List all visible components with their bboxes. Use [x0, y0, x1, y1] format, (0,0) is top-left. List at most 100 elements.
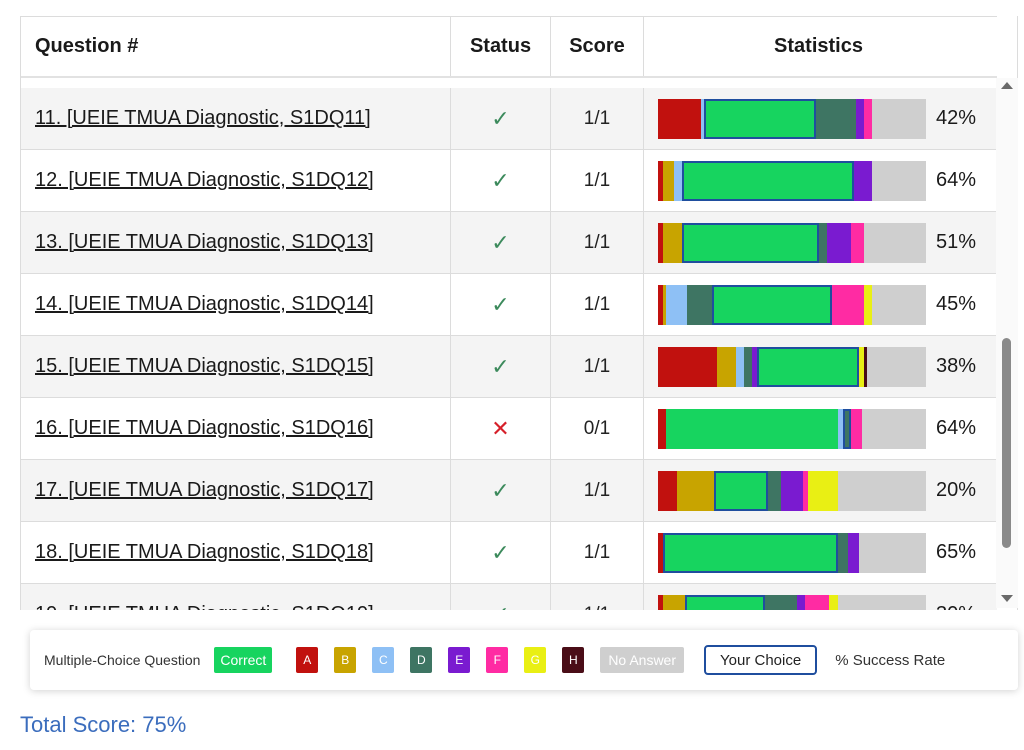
status-cell: ✕ — [451, 398, 551, 459]
segment-c — [666, 284, 688, 325]
segment-correct — [666, 408, 838, 449]
vertical-scrollbar[interactable] — [996, 78, 1018, 608]
segment-correct — [663, 532, 838, 573]
question-link[interactable]: 12. [UEIE TMUA Diagnostic, S1DQ12] — [35, 169, 374, 191]
success-rate: 30% — [936, 603, 976, 610]
segment-correct — [684, 594, 766, 610]
status-cell: ✓ — [451, 150, 551, 211]
status-cell: ✓ — [451, 522, 551, 583]
segment-d — [842, 408, 851, 449]
segment-e — [751, 346, 758, 387]
segment-correct — [757, 346, 859, 387]
segment-b — [716, 346, 736, 387]
question-link[interactable]: 11. [UEIE TMUA Diagnostic, S1DQ11] — [35, 107, 371, 129]
segment-a — [658, 594, 664, 610]
table-row: 12. [UEIE TMUA Diagnostic, S1DQ12] ✓ 1/1 64… — [21, 150, 997, 212]
question-link[interactable]: 19. [UEIE TMUA Diagnostic, S1DQ19] — [35, 603, 374, 610]
score-cell: 1/1 — [551, 584, 644, 610]
segment-a — [658, 346, 717, 387]
answer-distribution-bar — [658, 408, 926, 449]
answer-distribution-bar — [658, 594, 926, 610]
segment-correct — [682, 160, 854, 201]
scroll-up-arrow-icon[interactable] — [1001, 82, 1013, 89]
success-rate: 38% — [936, 355, 977, 377]
question-link[interactable]: 17. [UEIE TMUA Diagnostic, S1DQ17] — [35, 479, 374, 501]
score-cell: 1/1 — [551, 274, 644, 335]
segment-f — [850, 222, 865, 263]
legend-your-choice: Your Choice — [704, 645, 818, 675]
header-question: Question # — [21, 17, 451, 76]
segment-d — [765, 594, 798, 610]
segment-b — [663, 594, 685, 610]
answer-distribution-bar — [658, 532, 926, 573]
segment-d — [837, 532, 849, 573]
header-statistics: Statistics — [774, 35, 863, 57]
scroll-down-arrow-icon[interactable] — [1001, 595, 1013, 602]
question-cell: 11. [UEIE TMUA Diagnostic, S1DQ11] — [21, 88, 451, 149]
score-cell: 1/1 — [551, 336, 644, 397]
results-table: Question # Status Score Statistics 11. [… — [20, 16, 1018, 610]
segment-d — [767, 470, 782, 511]
segment-e — [797, 594, 806, 610]
table-body: 11. [UEIE TMUA Diagnostic, S1DQ11] ✓ 1/1 42… — [21, 88, 997, 610]
status-cell: ✓ — [451, 336, 551, 397]
answer-distribution-bar — [658, 346, 926, 387]
legend-chip-b: B — [334, 647, 357, 673]
legend-chip-a: A — [296, 647, 319, 673]
statistics-cell: 51% — [644, 212, 997, 273]
segment-e — [848, 532, 859, 573]
question-link[interactable]: 15. [UEIE TMUA Diagnostic, S1DQ15] — [35, 355, 374, 377]
cross-icon: ✕ — [491, 415, 510, 441]
segment-g — [829, 594, 838, 610]
segment-correct — [703, 98, 817, 139]
statistics-cell: 65% — [644, 522, 997, 583]
legend-no-answer-chip: No Answer — [600, 647, 685, 673]
segment-f — [832, 284, 865, 325]
question-cell: 14. [UEIE TMUA Diagnostic, S1DQ14] — [21, 274, 451, 335]
segment-e — [826, 222, 851, 263]
segment-g — [808, 470, 838, 511]
segment-c — [837, 408, 843, 449]
question-link[interactable]: 18. [UEIE TMUA Diagnostic, S1DQ18] — [35, 541, 374, 563]
segment-none — [866, 346, 926, 387]
answer-distribution-bar — [658, 470, 926, 511]
legend-chip-f: F — [486, 647, 509, 673]
status-cell: ✓ — [451, 274, 551, 335]
checkmark-icon: ✓ — [491, 105, 510, 131]
legend-title: Multiple-Choice Question — [44, 652, 201, 668]
segment-none — [837, 594, 918, 610]
header-score: Score — [551, 17, 644, 76]
table-row: 16. [UEIE TMUA Diagnostic, S1DQ16] ✕ 0/1 64… — [21, 398, 997, 460]
table-row: 14. [UEIE TMUA Diagnostic, S1DQ14] ✓ 1/1 45… — [21, 274, 997, 336]
legend-chip-e: E — [448, 647, 471, 673]
question-link[interactable]: 14. [UEIE TMUA Diagnostic, S1DQ14] — [35, 293, 374, 315]
status-cell: ✓ — [451, 212, 551, 273]
statistics-cell: 20% — [644, 460, 997, 521]
segment-c — [735, 346, 744, 387]
question-link[interactable]: 13. [UEIE TMUA Diagnostic, S1DQ13] — [35, 231, 374, 253]
success-rate: 65% — [936, 541, 977, 563]
status-cell: ✓ — [451, 584, 551, 610]
segment-correct — [682, 222, 819, 263]
answer-distribution-bar — [658, 284, 926, 325]
segment-b — [676, 470, 715, 511]
total-score: Total Score: 75% — [20, 712, 187, 737]
question-cell: 17. [UEIE TMUA Diagnostic, S1DQ17] — [21, 460, 451, 521]
success-rate: 64% — [936, 417, 977, 439]
segment-e — [781, 470, 803, 511]
checkmark-icon: ✓ — [491, 353, 510, 379]
success-rate: 45% — [936, 293, 977, 315]
answer-distribution-bar — [658, 160, 926, 201]
statistics-cell: 38% — [644, 336, 997, 397]
scrollbar-thumb[interactable] — [1002, 338, 1011, 548]
question-link[interactable]: 16. [UEIE TMUA Diagnostic, S1DQ16] — [35, 417, 374, 439]
checkmark-icon: ✓ — [491, 602, 509, 611]
score-cell: 1/1 — [551, 460, 644, 521]
segment-none — [861, 408, 926, 449]
success-rate: 20% — [936, 479, 977, 501]
segment-a — [658, 98, 701, 139]
legend-chip-h: H — [562, 647, 585, 673]
success-rate: 51% — [936, 231, 977, 253]
legend-chip-g: G — [524, 647, 547, 673]
